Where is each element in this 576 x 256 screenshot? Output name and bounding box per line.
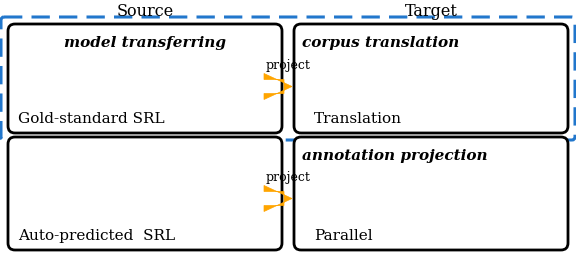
Text: project: project (266, 172, 310, 185)
FancyBboxPatch shape (294, 137, 568, 250)
Text: Source: Source (116, 4, 173, 20)
FancyBboxPatch shape (294, 24, 568, 133)
Text: Parallel: Parallel (314, 229, 373, 243)
FancyBboxPatch shape (8, 137, 282, 250)
Text: Gold-standard SRL: Gold-standard SRL (18, 112, 165, 126)
FancyBboxPatch shape (8, 24, 282, 133)
Polygon shape (264, 186, 292, 211)
Text: project: project (266, 59, 310, 72)
Text: annotation projection: annotation projection (302, 149, 488, 163)
Text: model transferring: model transferring (64, 36, 226, 50)
Text: Auto-predicted  SRL: Auto-predicted SRL (18, 229, 175, 243)
Polygon shape (264, 73, 292, 100)
Text: Target: Target (404, 4, 457, 20)
Text: corpus translation: corpus translation (302, 36, 459, 50)
Text: Translation: Translation (314, 112, 402, 126)
